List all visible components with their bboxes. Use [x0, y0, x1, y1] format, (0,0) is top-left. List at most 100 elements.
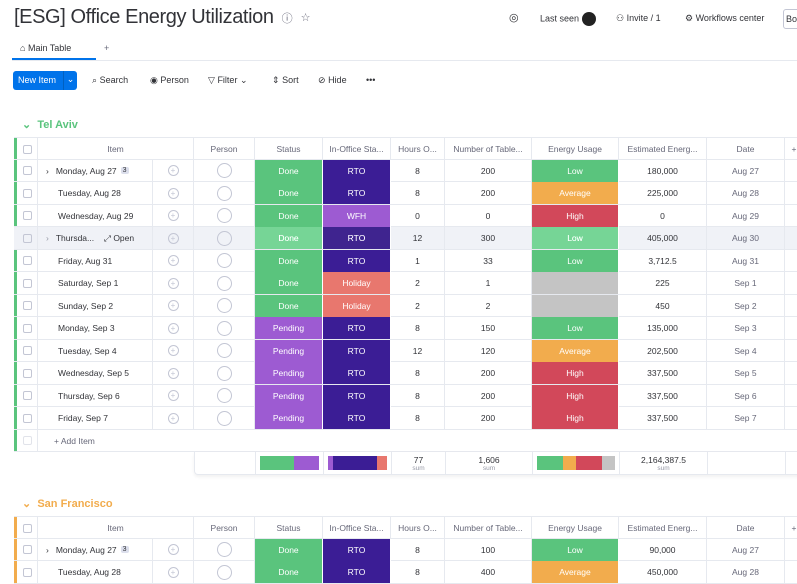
row-checkbox[interactable]	[23, 567, 32, 577]
person-cell[interactable]	[194, 227, 255, 249]
person-avatar-icon[interactable]	[216, 185, 232, 201]
date-cell[interactable]: Sep 5	[707, 362, 785, 384]
estimated-energy-cell[interactable]: 225,000	[619, 182, 707, 204]
activity-icon[interactable]: ◎	[509, 12, 519, 24]
row-checkbox-cell[interactable]	[18, 182, 38, 204]
search-button[interactable]: ⌕ Search	[92, 75, 128, 86]
person-cell[interactable]	[194, 384, 255, 407]
person-avatar-icon[interactable]	[216, 564, 232, 580]
row-checkbox[interactable]	[23, 346, 32, 355]
item-cell[interactable]: Friday, Aug 31	[38, 249, 153, 272]
column-header[interactable]: Hours O...	[391, 517, 445, 539]
add-update-icon[interactable]: +	[167, 165, 179, 176]
item-name[interactable]: Saturday, Sep 1	[58, 278, 119, 288]
item-name[interactable]: Thursday, Sep 6	[58, 390, 120, 401]
table-row[interactable]: › Monday, Aug 27 3 + Done RTO 8 100 Low 90,000 Aug…	[14, 538, 797, 561]
header-checkbox[interactable]	[18, 517, 38, 539]
row-checkbox[interactable]	[23, 278, 32, 288]
item-name[interactable]: Friday, Sep 7	[58, 413, 108, 423]
workflows-button[interactable]: ⚙ Workflows center	[685, 13, 765, 23]
row-checkbox[interactable]	[23, 256, 32, 265]
table-row[interactable]: Tuesday, Aug 28 + Done RTO 8 200 Average 225,00…	[14, 182, 797, 205]
row-checkbox[interactable]	[23, 211, 32, 220]
item-cell[interactable]: Thursday, Sep 6	[38, 384, 153, 407]
add-view-button[interactable]: +	[104, 43, 110, 53]
person-cell[interactable]	[194, 362, 255, 384]
date-cell[interactable]: Aug 29	[707, 204, 785, 227]
status-cell[interactable]: Done	[255, 538, 323, 561]
item-cell[interactable]: Sunday, Sep 2	[38, 294, 153, 317]
row-checkbox[interactable]	[23, 368, 32, 378]
item-cell[interactable]: Saturday, Sep 1	[38, 272, 153, 294]
hours-cell[interactable]: 2	[391, 294, 445, 317]
in-office-status-cell[interactable]: RTO	[323, 182, 391, 204]
conversation-cell[interactable]: +	[153, 204, 194, 227]
table-row[interactable]: Friday, Aug 31 + Done RTO 1 33 Low 3,712.5 Aug 3…	[14, 249, 797, 272]
info-icon[interactable]: ⓘ	[281, 12, 293, 25]
add-update-icon[interactable]: +	[167, 232, 179, 244]
tables-cell[interactable]: 0	[445, 204, 532, 227]
date-cell[interactable]: Aug 27	[707, 159, 785, 182]
row-checkbox[interactable]	[23, 301, 32, 310]
item-name[interactable]: Friday, Aug 31	[58, 255, 113, 266]
conversation-cell[interactable]: +	[153, 407, 194, 429]
estimated-energy-cell[interactable]: 337,500	[619, 362, 707, 384]
tables-cell[interactable]: 200	[445, 407, 532, 429]
row-checkbox[interactable]	[23, 391, 32, 400]
hours-cell[interactable]: 8	[391, 407, 445, 429]
add-update-icon[interactable]: +	[167, 390, 179, 401]
row-checkbox-cell[interactable]	[18, 294, 38, 317]
expand-chevron-icon[interactable]: ›	[46, 233, 49, 243]
status-cell[interactable]: Pending	[255, 407, 323, 429]
hours-cell[interactable]: 8	[391, 159, 445, 182]
person-avatar-icon[interactable]	[216, 542, 232, 557]
table-row[interactable]: Wednesday, Sep 5 + Pending RTO 8 200 High 337,5…	[14, 362, 797, 385]
conversation-cell[interactable]: +	[153, 272, 194, 294]
add-update-icon[interactable]: +	[167, 277, 179, 289]
person-avatar-icon[interactable]	[216, 298, 232, 313]
row-checkbox-cell[interactable]	[18, 384, 38, 407]
conversation-cell[interactable]: +	[153, 249, 194, 272]
add-update-icon[interactable]: +	[167, 566, 179, 578]
expand-chevron-icon[interactable]: ›	[46, 165, 49, 176]
column-header[interactable]: Status	[255, 138, 323, 160]
date-cell[interactable]: Aug 28	[707, 561, 785, 583]
conversation-cell[interactable]: +	[153, 227, 194, 249]
hide-button[interactable]: ⊘ Hide	[318, 75, 347, 86]
estimated-energy-cell[interactable]: 450,000	[619, 561, 707, 583]
person-avatar-icon[interactable]	[216, 275, 232, 291]
hours-cell[interactable]: 1	[391, 249, 445, 272]
hours-cell[interactable]: 8	[391, 561, 445, 583]
tables-cell[interactable]: 300	[445, 227, 532, 249]
hours-cell[interactable]: 8	[391, 317, 445, 339]
item-name[interactable]: Monday, Aug 27	[55, 544, 117, 555]
date-cell[interactable]: Aug 27	[707, 538, 785, 561]
group-title-san-francisco[interactable]: ⌄ San Francisco	[22, 497, 113, 510]
energy-usage-cell[interactable]: Low	[532, 159, 619, 182]
date-cell[interactable]: Aug 28	[707, 182, 785, 204]
item-name[interactable]: Monday, Aug 27	[55, 165, 117, 176]
column-header[interactable]: Status	[255, 517, 323, 539]
energy-usage-cell[interactable]: High	[532, 362, 619, 384]
checkbox-cell[interactable]	[18, 429, 38, 452]
add-column-button[interactable]: +	[785, 517, 797, 539]
tables-cell[interactable]: 2	[445, 294, 532, 317]
filter-button[interactable]: ▽ Filter ⌄	[208, 75, 248, 86]
column-header[interactable]: Person	[194, 138, 255, 160]
date-cell[interactable]: Sep 6	[707, 384, 785, 407]
add-column-button[interactable]: +	[785, 138, 797, 160]
last-seen-button[interactable]: Last seen	[540, 12, 597, 26]
item-name[interactable]: Tuesday, Aug 28	[58, 188, 121, 198]
table-row[interactable]: Tuesday, Aug 28 + Done RTO 8 400 Average 450,00…	[14, 561, 797, 584]
item-cell[interactable]: Tuesday, Aug 28	[38, 561, 153, 583]
conversation-cell[interactable]: +	[153, 294, 194, 317]
row-checkbox[interactable]	[23, 413, 32, 423]
person-cell[interactable]	[194, 339, 255, 362]
tables-cell[interactable]: 200	[445, 159, 532, 182]
person-cell[interactable]	[194, 159, 255, 182]
star-icon[interactable]: ☆	[300, 12, 311, 24]
energy-usage-cell[interactable]: Average	[532, 339, 619, 362]
row-checkbox-cell[interactable]	[18, 249, 38, 272]
person-cell[interactable]	[194, 538, 255, 561]
in-office-status-cell[interactable]: RTO	[323, 339, 391, 362]
